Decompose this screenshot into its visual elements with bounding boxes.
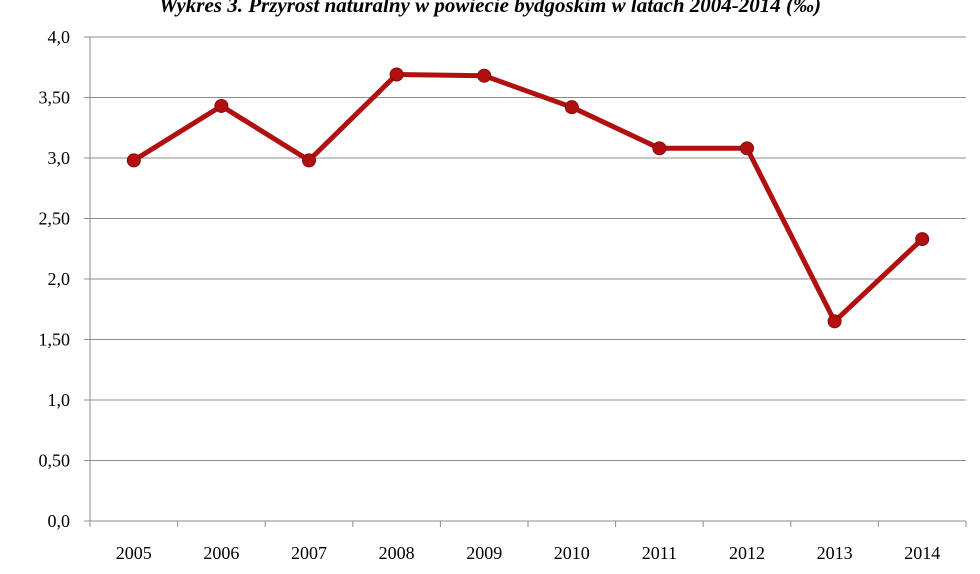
y-tick-label: 0,50 [39,451,71,471]
y-tick-label: 0,0 [48,511,71,531]
y-tick-label: 3,50 [39,88,71,108]
data-point [740,141,754,156]
data-point [915,232,930,247]
data-point [477,68,492,83]
y-tick-label: 3,0 [48,148,71,168]
y-tick-label: 1,0 [48,390,71,410]
x-tick-label: 2006 [203,543,239,563]
x-tick-label: 2012 [729,543,765,563]
data-point [214,98,229,113]
data-point [302,153,316,168]
x-tick-label: 2007 [291,543,327,563]
x-tick-label: 2005 [116,543,152,563]
chart-title: Wykres 3. Przyrost naturalny w powiecie … [158,0,822,17]
series-line [131,72,925,324]
y-tick-label: 1,50 [39,330,71,350]
data-point [827,314,842,329]
data-point [652,141,667,156]
y-tick-label: 2,0 [48,269,71,289]
data-point [564,100,579,115]
x-tick-label: 2009 [466,543,502,563]
x-tick-label: 2014 [904,543,940,563]
data-point [389,67,404,82]
x-tick-label: 2013 [817,543,853,563]
x-tick-label: 2011 [642,543,677,563]
x-tick-label: 2008 [379,543,415,563]
x-tick-label: 2010 [554,543,590,563]
data-point [126,153,141,168]
y-tick-label: 4,0 [48,27,71,47]
y-tick-label: 2,50 [39,209,71,229]
